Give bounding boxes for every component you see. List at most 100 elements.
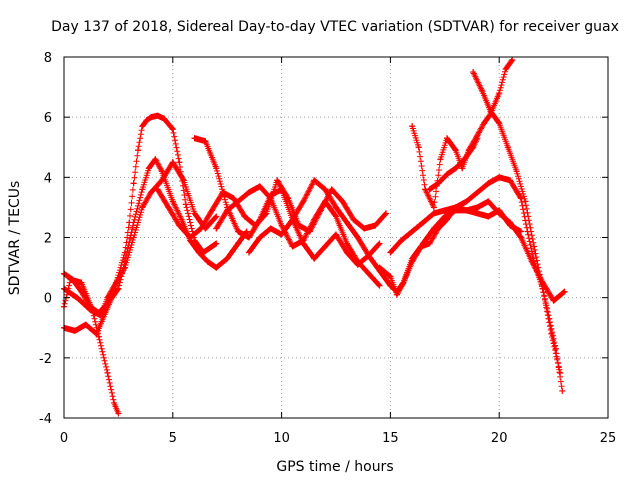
series-track-m <box>470 69 564 376</box>
data-point <box>354 258 361 265</box>
data-point <box>485 213 492 220</box>
data-point <box>204 258 211 265</box>
data-point <box>557 369 564 376</box>
data-point <box>230 195 237 202</box>
data-point <box>235 198 242 205</box>
data-point <box>354 234 361 241</box>
data-point <box>559 387 566 394</box>
data-point <box>496 120 503 127</box>
y-tick-label: 4 <box>44 171 52 186</box>
data-point <box>509 57 516 64</box>
data-point <box>328 186 335 193</box>
data-point <box>528 258 535 265</box>
data-point <box>361 225 368 232</box>
data-point <box>333 231 339 238</box>
data-point <box>115 285 122 292</box>
data-point <box>93 330 100 337</box>
data-point <box>502 66 509 73</box>
data-point <box>430 210 437 217</box>
data-point <box>507 219 514 226</box>
data-point <box>496 210 503 217</box>
data-point <box>333 204 339 211</box>
data-point <box>376 282 383 289</box>
data-point <box>154 112 161 119</box>
data-point <box>365 252 372 259</box>
data-point <box>343 240 350 247</box>
data-point <box>539 285 546 292</box>
data-point <box>487 108 494 115</box>
plot-points <box>61 57 568 417</box>
data-point <box>561 288 568 295</box>
data-point <box>507 177 514 184</box>
series-track-f <box>191 135 383 268</box>
y-tick-label: 2 <box>44 232 52 247</box>
series-track-i <box>376 174 566 394</box>
axis-ticks <box>63 56 609 419</box>
data-point <box>443 216 450 223</box>
data-point <box>343 219 350 226</box>
data-point <box>393 291 400 298</box>
data-point <box>311 177 318 184</box>
data-point <box>245 234 252 241</box>
data-point <box>474 135 481 142</box>
data-point <box>148 189 155 196</box>
data-point <box>139 204 146 211</box>
data-point <box>267 225 274 232</box>
data-point <box>513 168 520 175</box>
data-point <box>300 237 307 244</box>
data-point <box>224 255 231 262</box>
data-point <box>115 410 122 417</box>
series-track-j <box>387 198 568 304</box>
data-point <box>376 264 383 271</box>
data-point <box>459 165 466 172</box>
data-point <box>365 270 372 277</box>
data-point <box>531 243 538 250</box>
data-point <box>278 186 285 193</box>
y-tick-label: -2 <box>39 352 52 367</box>
data-point <box>182 201 189 208</box>
data-point <box>474 210 481 217</box>
data-point <box>409 255 416 262</box>
data-point <box>202 138 209 145</box>
data-point <box>256 234 263 241</box>
data-point <box>198 225 205 232</box>
data-point <box>245 189 252 196</box>
data-point <box>87 306 94 313</box>
data-point <box>78 288 85 295</box>
data-point <box>154 186 161 193</box>
series-markers <box>470 69 563 373</box>
data-point <box>420 219 427 226</box>
data-point <box>169 198 176 205</box>
data-point <box>145 165 152 172</box>
data-point <box>548 330 555 337</box>
data-point <box>74 294 81 301</box>
data-point <box>274 177 281 184</box>
data-point <box>71 327 78 334</box>
series-track-g <box>213 183 383 289</box>
data-point <box>213 165 220 172</box>
x-tick-label: 15 <box>382 431 399 446</box>
data-point <box>322 186 329 193</box>
data-point <box>169 126 176 133</box>
data-point <box>165 204 172 211</box>
data-point <box>191 210 198 217</box>
y-tick-label: 0 <box>44 292 52 307</box>
data-point <box>517 234 524 241</box>
data-point <box>224 207 231 214</box>
data-point <box>256 183 263 190</box>
data-point <box>426 186 433 193</box>
data-point <box>289 216 296 223</box>
data-point <box>415 144 422 151</box>
data-point <box>522 198 529 205</box>
data-point <box>69 276 76 283</box>
data-point <box>139 123 146 130</box>
data-point <box>322 198 329 205</box>
data-point <box>130 234 137 241</box>
data-point <box>474 189 481 196</box>
data-point <box>289 243 296 250</box>
data-point <box>187 234 194 241</box>
data-point <box>176 159 183 166</box>
data-point <box>267 195 274 202</box>
series-markers <box>191 135 382 268</box>
data-point <box>143 117 150 124</box>
